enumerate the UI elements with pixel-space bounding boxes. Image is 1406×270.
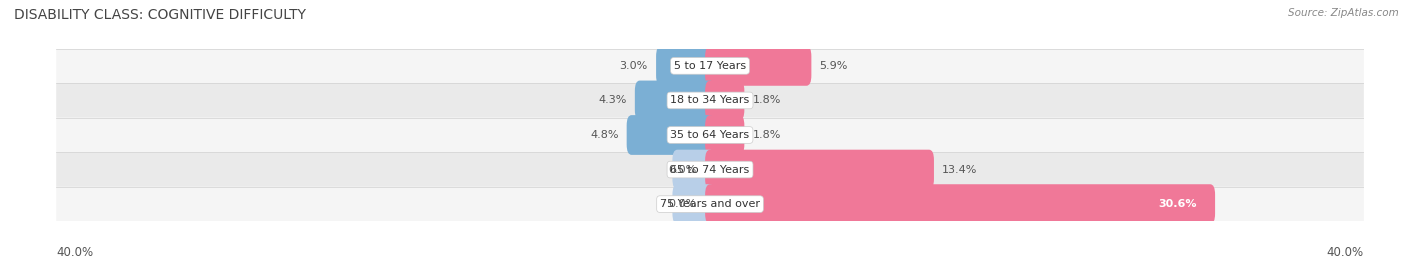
FancyBboxPatch shape xyxy=(672,150,714,190)
Text: 5 to 17 Years: 5 to 17 Years xyxy=(673,61,747,71)
FancyBboxPatch shape xyxy=(636,80,714,120)
Text: 18 to 34 Years: 18 to 34 Years xyxy=(671,95,749,106)
Text: 4.3%: 4.3% xyxy=(599,95,627,106)
Text: 4.8%: 4.8% xyxy=(591,130,619,140)
Text: 3.0%: 3.0% xyxy=(620,61,648,71)
Text: 0.0%: 0.0% xyxy=(669,199,697,209)
FancyBboxPatch shape xyxy=(706,184,1215,224)
FancyBboxPatch shape xyxy=(706,115,744,155)
FancyBboxPatch shape xyxy=(706,150,934,190)
Text: 13.4%: 13.4% xyxy=(942,164,977,175)
FancyBboxPatch shape xyxy=(706,46,811,86)
FancyBboxPatch shape xyxy=(672,184,714,224)
FancyBboxPatch shape xyxy=(56,83,1364,118)
FancyBboxPatch shape xyxy=(56,49,1364,83)
Text: Source: ZipAtlas.com: Source: ZipAtlas.com xyxy=(1288,8,1399,18)
Text: 30.6%: 30.6% xyxy=(1159,199,1197,209)
Text: 35 to 64 Years: 35 to 64 Years xyxy=(671,130,749,140)
Text: DISABILITY CLASS: COGNITIVE DIFFICULTY: DISABILITY CLASS: COGNITIVE DIFFICULTY xyxy=(14,8,307,22)
Text: 40.0%: 40.0% xyxy=(1327,246,1364,259)
Text: 1.8%: 1.8% xyxy=(752,95,780,106)
FancyBboxPatch shape xyxy=(627,115,714,155)
FancyBboxPatch shape xyxy=(706,80,744,120)
FancyBboxPatch shape xyxy=(657,46,714,86)
FancyBboxPatch shape xyxy=(56,152,1364,187)
Text: 75 Years and over: 75 Years and over xyxy=(659,199,761,209)
Text: 5.9%: 5.9% xyxy=(820,61,848,71)
Text: 65 to 74 Years: 65 to 74 Years xyxy=(671,164,749,175)
Text: 40.0%: 40.0% xyxy=(56,246,93,259)
Text: 0.0%: 0.0% xyxy=(669,164,697,175)
Text: 1.8%: 1.8% xyxy=(752,130,780,140)
FancyBboxPatch shape xyxy=(56,118,1364,152)
FancyBboxPatch shape xyxy=(56,187,1364,221)
